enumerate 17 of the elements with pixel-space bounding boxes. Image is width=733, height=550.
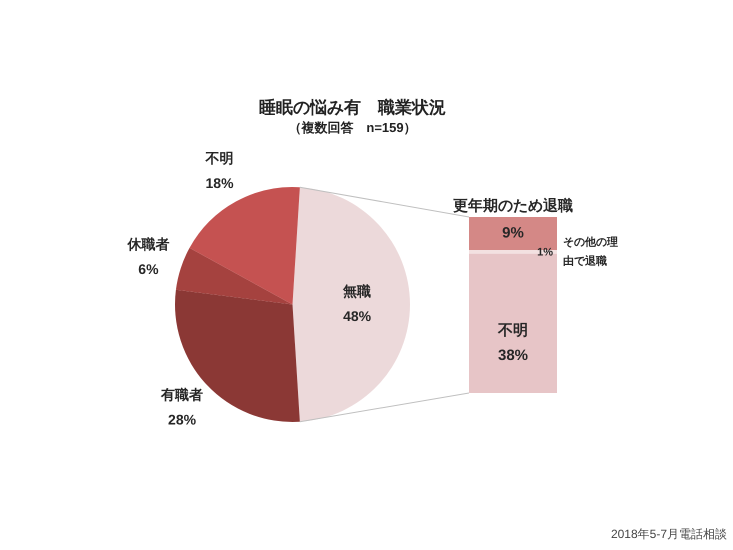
series-label: その他の理由で退職 xyxy=(563,235,618,268)
data-label: 18% xyxy=(206,175,234,192)
slice-label: 休職者 xyxy=(126,236,170,252)
chart-title: 睡眠の悩み有 職業状況 xyxy=(258,97,447,118)
series-label: 不明 xyxy=(497,322,528,339)
text: 2018年5-7月電話相談 xyxy=(610,527,727,542)
data-label: 28% xyxy=(168,412,197,428)
data-label: 38% xyxy=(498,346,528,364)
chart-subtitle: （複数回答 n=159） xyxy=(287,120,418,136)
data-label: 1% xyxy=(537,246,554,258)
data-label: 6% xyxy=(138,261,160,278)
slice-label: 有職者 xyxy=(160,386,204,403)
data-label: 9% xyxy=(502,224,524,242)
slice-label: 不明 xyxy=(204,150,234,166)
series-label: 更年期のため退職 xyxy=(453,198,573,215)
slice-label: 無職 xyxy=(342,282,372,299)
data-label: 48% xyxy=(343,308,372,324)
